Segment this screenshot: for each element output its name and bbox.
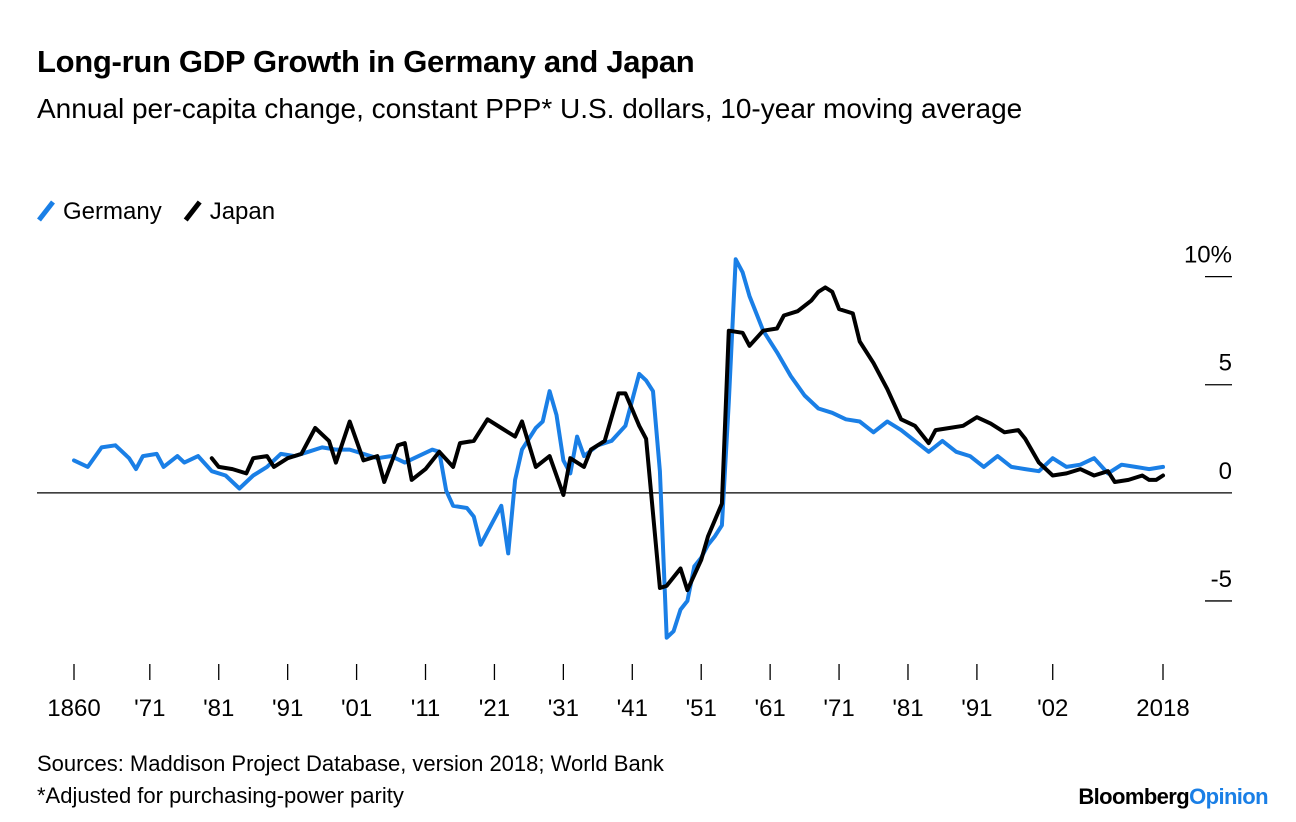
legend-swatch	[183, 200, 202, 222]
x-tick-label: '11	[411, 695, 441, 722]
legend-label: Germany	[63, 198, 162, 225]
x-tick-label: '31	[548, 695, 579, 722]
brand-sub: Opinion	[1189, 784, 1269, 809]
x-tick-label: '91	[961, 695, 992, 722]
footer: Sources: Maddison Project Database, vers…	[37, 748, 664, 812]
legend-label: Japan	[210, 198, 275, 225]
chart-subtitle: Annual per-capita change, constant PPP* …	[37, 93, 1023, 124]
y-tick-label: 0	[1219, 458, 1232, 485]
x-tick-label: 1860	[47, 695, 100, 722]
x-tick-label: '81	[203, 695, 234, 722]
x-tick-label: '21	[479, 695, 510, 722]
series-line	[209, 285, 1165, 593]
y-tick-label: 10%	[1184, 242, 1232, 269]
x-tick-label: '01	[341, 695, 372, 722]
x-tick-label: '71	[823, 695, 854, 722]
y-tick-label: -5	[1211, 566, 1232, 593]
x-tick-label: '71	[134, 695, 165, 722]
x-tick-label: 2018	[1136, 695, 1189, 722]
source: Sources: Maddison Project Database, vers…	[37, 751, 664, 776]
x-tick-label: '02	[1037, 695, 1068, 722]
x-tick-label: '41	[617, 695, 648, 722]
brand: BloombergOpinion	[1078, 784, 1268, 810]
x-tick-label: '81	[892, 695, 923, 722]
x-tick-label: '91	[272, 695, 303, 722]
brand-name: Bloomberg	[1078, 784, 1190, 809]
x-tick-label: '61	[754, 695, 785, 722]
x-tick-label: '51	[686, 695, 717, 722]
series-line	[72, 257, 1165, 640]
note: *Adjusted for purchasing-power parity	[37, 783, 404, 808]
y-tick-label: 5	[1219, 350, 1232, 377]
legend-swatch	[37, 200, 55, 222]
chart-title: Long-run GDP Growth in Germany and Japan	[37, 44, 695, 79]
